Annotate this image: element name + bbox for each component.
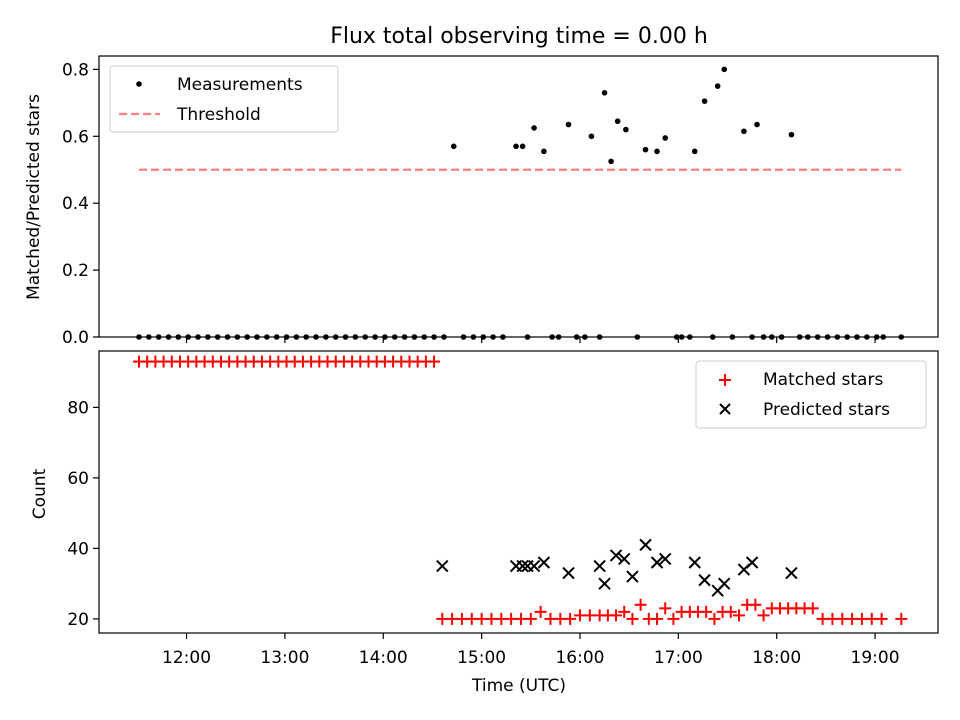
- x-tick-label: 14:00: [359, 648, 408, 668]
- top-legend: Measurements Threshold: [109, 65, 339, 133]
- x-tick-label: 16:00: [555, 648, 604, 668]
- predicted-stars-point: [516, 559, 529, 573]
- legend-marker-predicted-stars: [719, 403, 731, 415]
- measurements-point: [741, 128, 747, 135]
- measurements-point: [614, 118, 621, 125]
- measurements-point: [662, 135, 669, 141]
- measurements-point: [788, 131, 795, 138]
- x-tick-label: 15:00: [457, 648, 506, 668]
- measurements-point: [519, 143, 526, 150]
- measurements-point: [541, 148, 547, 155]
- top-axes-frame: [98, 55, 939, 338]
- top-y-tick-label: 0.2: [62, 261, 89, 281]
- x-axis-label: Time (UTC): [471, 676, 566, 696]
- matched-stars-point: [667, 612, 680, 625]
- measurements-point: [531, 125, 537, 131]
- matched-stars-point: [524, 612, 537, 625]
- chart-title: Flux total observing time = 0.00 h: [330, 24, 708, 49]
- matched-stars-point: [806, 602, 819, 615]
- predicted-stars-point: [598, 577, 611, 590]
- predicted-stars-point: [609, 549, 623, 562]
- matched-stars-point: [708, 612, 721, 625]
- measurements-point: [714, 83, 721, 89]
- measurements-point: [642, 146, 649, 153]
- top-legend-frame: [109, 65, 339, 133]
- predicted-stars-point: [593, 559, 606, 573]
- bottom-y-tick-label: 80: [67, 398, 89, 418]
- matched-stars-point: [895, 612, 908, 625]
- measurements-point: [513, 143, 519, 150]
- matched-stars-point: [724, 605, 737, 618]
- legend-marker-measurements: [136, 81, 142, 87]
- measurements-point: [691, 148, 698, 155]
- measurements-point: [608, 158, 614, 165]
- predicted-stars-point: [688, 556, 701, 569]
- predicted-stars-point: [527, 559, 541, 573]
- bottom-legend: Matched stars Predicted stars: [695, 360, 927, 429]
- predicted-stars-point: [639, 538, 652, 552]
- matched-stars-point: [875, 612, 888, 625]
- top-y-tick-label: 0.0: [62, 328, 89, 348]
- top-plot-area: 0.0 0.2 0.4 0.6 0.8: [62, 55, 939, 348]
- matched-stars-point: [534, 605, 547, 618]
- x-tick-label: 12:00: [162, 648, 211, 668]
- predicted-stars-point: [785, 566, 798, 580]
- measurements-point: [601, 89, 608, 96]
- matched-stars-point: [618, 605, 631, 618]
- matched-stars-point: [564, 612, 577, 625]
- measurements-point: [754, 121, 760, 128]
- predicted-stars-point: [659, 552, 672, 566]
- top-y-axis-label: Matched/Predicted stars: [24, 94, 44, 300]
- x-tick-label: 19:00: [851, 648, 900, 668]
- top-y-tick-label: 0.4: [62, 194, 89, 214]
- predicted-stars-point: [626, 570, 639, 583]
- matched-stars-point: [634, 598, 647, 611]
- legend-label-measurements: Measurements: [177, 75, 303, 95]
- matched-stars-point: [610, 609, 623, 622]
- matched-stars-point: [732, 609, 745, 622]
- matched-stars-point: [757, 609, 770, 622]
- predicted-stars-point: [745, 556, 759, 569]
- bottom-y-axis-label: Count: [30, 468, 50, 519]
- predicted-stars-point: [698, 573, 711, 587]
- measurements-point: [701, 98, 708, 104]
- legend-label-threshold: Threshold: [176, 105, 261, 125]
- matched-stars-point: [700, 605, 713, 618]
- bottom-y-tick-label: 40: [67, 539, 89, 559]
- bottom-y-tick-label: 60: [67, 469, 89, 489]
- top-y-tick-label: 0.8: [62, 60, 89, 80]
- measurements-point: [721, 66, 728, 73]
- top-y-tick-label: 0.6: [62, 127, 89, 147]
- bottom-legend-frame: [695, 360, 927, 429]
- matched-stars-point: [659, 602, 672, 615]
- measurements-point: [565, 121, 572, 128]
- measurements-point: [450, 143, 457, 150]
- matched-stars-point: [749, 598, 762, 611]
- x-tick-label: 17:00: [654, 648, 703, 668]
- predicted-stars-point: [436, 559, 449, 573]
- predicted-stars-point: [537, 556, 551, 569]
- matched-stars-point: [428, 355, 441, 368]
- bottom-y-tick-label: 20: [67, 610, 89, 630]
- measurements-point: [588, 133, 595, 140]
- x-tick-label: 13:00: [260, 648, 309, 668]
- predicted-stars-point: [650, 556, 664, 569]
- matched-stars-point: [651, 612, 664, 625]
- bottom-axes-frame: [98, 350, 939, 634]
- bottom-plot-area: 20 40 60 80 12:00 13:00 14:00 15:00 16:00 17:00 18…: [67, 350, 939, 668]
- predicted-stars-point: [618, 552, 631, 566]
- legend-marker-matched-stars: [719, 374, 731, 386]
- legend-label-predicted-stars: Predicted stars: [763, 400, 890, 420]
- legend-label-matched-stars: Matched stars: [763, 370, 883, 390]
- predicted-stars-point: [562, 566, 575, 580]
- measurements-point: [654, 148, 660, 155]
- measurements-point: [623, 126, 629, 133]
- matched-stars-point: [626, 612, 639, 625]
- x-tick-label: 18:00: [752, 648, 801, 668]
- predicted-stars-point: [718, 577, 731, 590]
